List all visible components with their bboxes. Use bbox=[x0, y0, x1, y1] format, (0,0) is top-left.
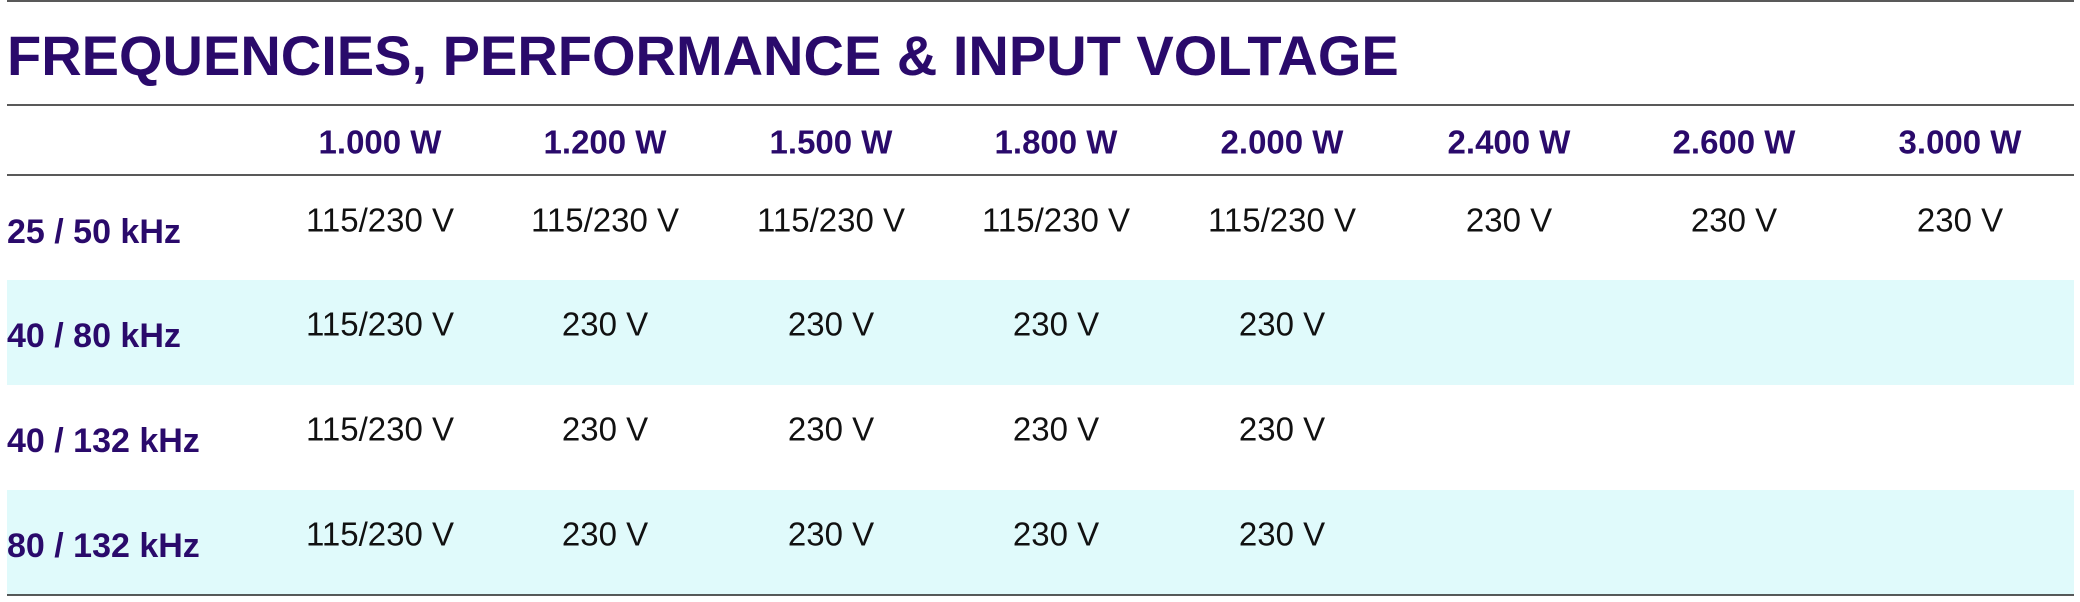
row-label: 25 / 50 kHz bbox=[7, 213, 181, 251]
cell: 230 V bbox=[562, 411, 648, 448]
cell: 230 V bbox=[1917, 202, 2003, 239]
cell: 115/230 V bbox=[306, 411, 454, 448]
cell: 230 V bbox=[562, 516, 648, 553]
cell: 115/230 V bbox=[1208, 202, 1356, 239]
cell: 115/230 V bbox=[306, 306, 454, 343]
column-header: 2.000 W bbox=[1221, 124, 1345, 161]
column-header: 1.000 W bbox=[319, 124, 443, 161]
column-header: 2.600 W bbox=[1673, 124, 1797, 161]
column-header: 1.800 W bbox=[995, 124, 1119, 161]
title: FREQUENCIES, PERFORMANCE & INPUT VOLTAGE bbox=[7, 24, 1399, 87]
column-header: 2.400 W bbox=[1448, 124, 1572, 161]
row-band bbox=[7, 490, 2074, 595]
cell: 230 V bbox=[1239, 411, 1325, 448]
column-header: 1.200 W bbox=[544, 124, 668, 161]
cell: 230 V bbox=[562, 306, 648, 343]
cell: 115/230 V bbox=[982, 202, 1130, 239]
cell: 230 V bbox=[1691, 202, 1777, 239]
cell: 230 V bbox=[1466, 202, 1552, 239]
cell: 230 V bbox=[1013, 516, 1099, 553]
cell: 115/230 V bbox=[306, 202, 454, 239]
cell: 230 V bbox=[1239, 306, 1325, 343]
cell: 230 V bbox=[1013, 411, 1099, 448]
column-header: 3.000 W bbox=[1899, 124, 2023, 161]
cell: 115/230 V bbox=[757, 202, 905, 239]
row-label: 40 / 80 kHz bbox=[7, 317, 181, 355]
row-label: 40 / 132 kHz bbox=[7, 422, 200, 460]
cell: 230 V bbox=[788, 516, 874, 553]
cell: 115/230 V bbox=[531, 202, 679, 239]
row-band bbox=[7, 280, 2074, 385]
cell: 230 V bbox=[1013, 306, 1099, 343]
row-label: 80 / 132 kHz bbox=[7, 527, 200, 565]
cell: 115/230 V bbox=[306, 516, 454, 553]
cell: 230 V bbox=[788, 411, 874, 448]
column-header: 1.500 W bbox=[770, 124, 894, 161]
cell: 230 V bbox=[788, 306, 874, 343]
cell: 230 V bbox=[1239, 516, 1325, 553]
